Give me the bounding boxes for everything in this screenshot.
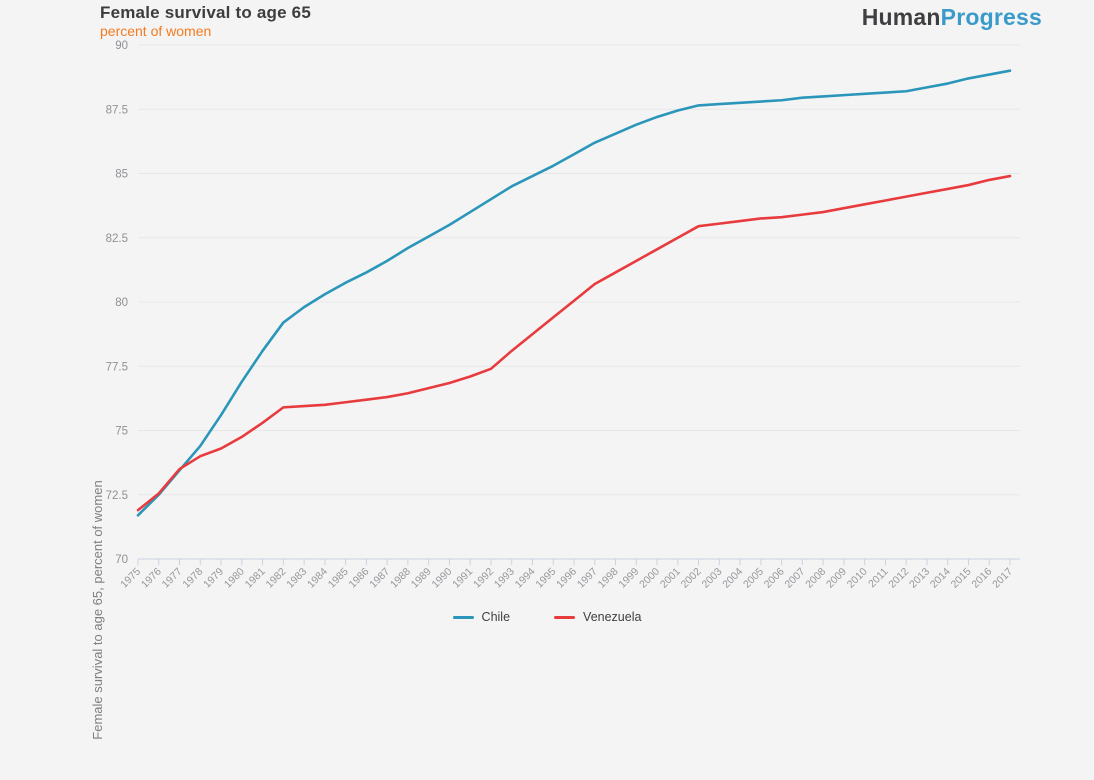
x-tick-label: 2005: [741, 566, 766, 591]
x-tick-label: 1988: [388, 566, 413, 591]
chile-line-swatch: [452, 615, 474, 619]
x-tick-label: 2004: [720, 566, 745, 591]
x-tick-label: 1994: [513, 566, 538, 591]
legend-item-chile[interactable]: Chile: [452, 610, 511, 624]
x-tick-label: 2009: [824, 566, 849, 591]
x-tick-label: 1979: [201, 566, 226, 591]
x-tick-label: 2013: [907, 566, 932, 591]
chart-legend: Chile Venezuela: [0, 610, 1094, 624]
x-tick-label: 1976: [139, 566, 164, 591]
humanprogress-logo[interactable]: HumanProgress: [862, 4, 1042, 31]
x-tick-label: 1978: [180, 566, 205, 591]
x-tick-label: 2002: [679, 566, 704, 591]
y-tick-label: 77.5: [106, 361, 128, 373]
x-tick-label: 1983: [284, 566, 309, 591]
x-tick-label: 1982: [263, 566, 288, 591]
x-tick-label: 1991: [450, 566, 475, 591]
y-tick-label: 85: [115, 169, 128, 181]
x-axis-labels: 1975197619771978197919801981198219831984…: [118, 566, 1015, 591]
x-tick-label: 2008: [803, 566, 828, 591]
y-gridlines: [138, 44, 1020, 560]
x-tick-label: 1996: [554, 566, 579, 591]
x-tick-label: 1984: [305, 566, 330, 591]
x-tick-label: 2007: [782, 566, 807, 591]
legend-label-chile: Chile: [481, 610, 511, 624]
x-tick-label: 1997: [575, 566, 600, 591]
x-tick-label: 2015: [949, 566, 974, 591]
x-tick-label: 1999: [616, 566, 641, 591]
venezuela-line-swatch: [554, 615, 576, 619]
y-tick-label: 82.5: [106, 233, 128, 245]
x-tick-label: 1992: [471, 566, 496, 591]
y-axis-labels: 70 72.5 75 77.5 80 82.5 85 87.5 90: [106, 40, 128, 566]
x-tick-label: 1993: [492, 566, 517, 591]
x-tick-label: 1987: [367, 566, 392, 591]
y-tick-label: 87.5: [106, 104, 128, 116]
x-tick-label: 1981: [243, 566, 268, 591]
chart-title: Female survival to age 65: [100, 3, 311, 22]
y-tick-label: 75: [115, 426, 128, 438]
y-tick-label: 72.5: [106, 490, 128, 502]
x-axis-ticks: [137, 559, 1011, 565]
x-tick-label: 2014: [928, 566, 953, 591]
x-tick-label: 2016: [969, 566, 994, 591]
y-tick-label: 70: [115, 554, 128, 566]
x-tick-label: 1985: [326, 566, 351, 591]
x-tick-label: 1986: [346, 566, 371, 591]
x-tick-label: 2000: [637, 566, 662, 591]
x-tick-label: 1995: [533, 566, 558, 591]
y-tick-label: 80: [115, 297, 128, 309]
x-tick-label: 2003: [699, 566, 724, 591]
x-tick-label: 1998: [596, 566, 621, 591]
x-tick-label: 2012: [886, 566, 911, 591]
x-tick-label: 2001: [658, 566, 683, 591]
x-tick-label: 1977: [160, 566, 185, 591]
x-tick-label: 2010: [845, 566, 870, 591]
venezuela-line[interactable]: [136, 174, 1012, 512]
x-tick-label: 1975: [118, 566, 143, 591]
line-chart: 7072.57577.58082.58587.59019751976197719…: [106, 40, 1020, 591]
y-tick-label: 90: [115, 40, 128, 52]
x-tick-label: 2006: [762, 566, 787, 591]
logo-text-human: Human: [861, 4, 941, 30]
chile-line[interactable]: [136, 69, 1012, 517]
legend-item-venezuela[interactable]: Venezuela: [554, 610, 641, 624]
x-tick-label: 1980: [222, 566, 247, 591]
x-tick-label: 1990: [430, 566, 455, 591]
x-tick-label: 1989: [409, 566, 434, 591]
logo-text-progress: Progress: [940, 4, 1042, 30]
legend-label-venezuela: Venezuela: [583, 610, 642, 624]
x-tick-label: 2011: [866, 566, 891, 591]
x-tick-label: 2017: [990, 566, 1015, 591]
chart-subtitle: percent of women: [100, 23, 212, 39]
